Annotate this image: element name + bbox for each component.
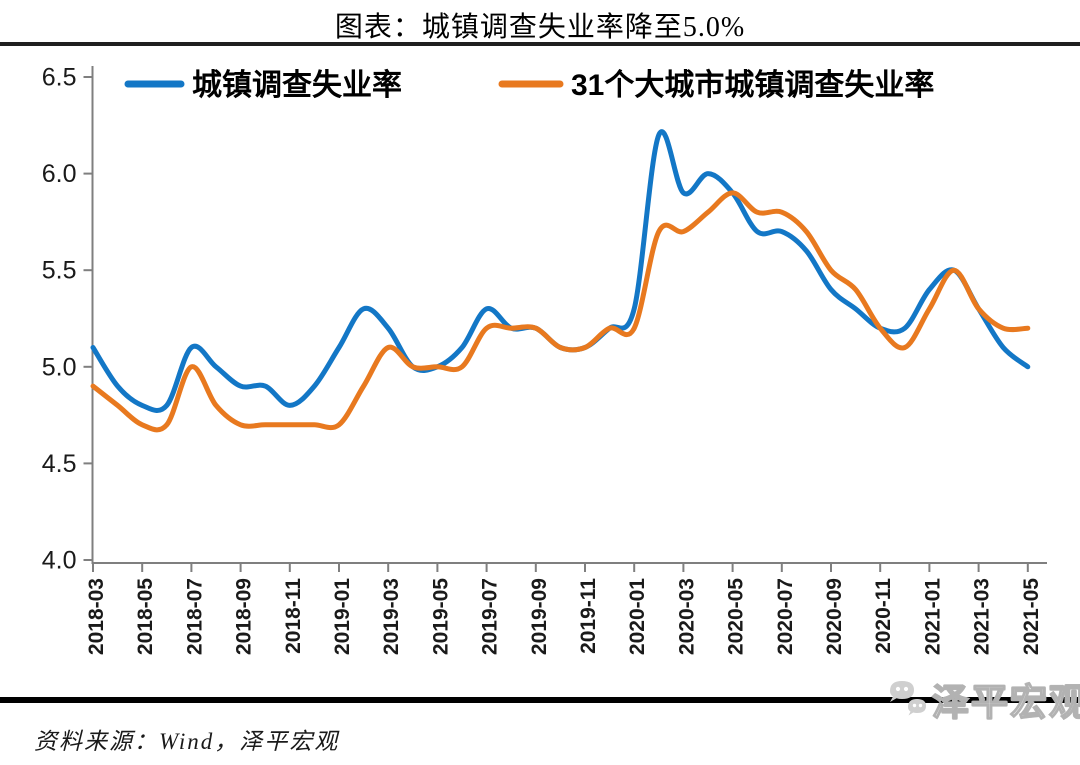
x-tick-label: 2019-01 xyxy=(331,578,354,655)
y-tick-label: 4.5 xyxy=(42,450,77,478)
x-tick-label: 2018-03 xyxy=(85,578,108,655)
top-divider-rule xyxy=(0,42,1080,46)
bottom-divider-rule xyxy=(0,697,1080,703)
legend-label-0: 城镇调查失业率 xyxy=(192,69,402,102)
chart-title: 图表：城镇调查失业率降至5.0% xyxy=(334,12,746,43)
watermark-text: 泽平宏观 xyxy=(931,681,1080,724)
x-tick-label: 2020-01 xyxy=(626,578,649,655)
x-tick-label: 2020-07 xyxy=(774,578,797,655)
x-tick-label: 2020-05 xyxy=(725,578,748,655)
series-line-0 xyxy=(90,129,1031,414)
axes xyxy=(91,66,1047,564)
x-tick-label: 2019-11 xyxy=(577,578,600,654)
y-tick-label: 5.0 xyxy=(42,353,77,381)
y-tick-label: 6.0 xyxy=(42,160,77,188)
watermark: 泽平宏观 xyxy=(880,668,1080,730)
unemployment-line-chart: 4.0 4.5 5.0 5.5 6.0 6.5 2018-03 2018-05 2018-07 2… xyxy=(42,64,1047,655)
source-note: 资料来源：Wind，泽平宏观 xyxy=(34,729,340,754)
x-tick-label: 2018-05 xyxy=(134,578,157,655)
x-tick-label: 2020-11 xyxy=(872,578,895,654)
x-tick-label: 2018-09 xyxy=(233,578,256,655)
x-tick-label: 2018-11 xyxy=(282,578,305,654)
x-tick-label: 2020-09 xyxy=(823,578,846,655)
y-tick-label: 6.5 xyxy=(42,64,77,92)
series-line-1 xyxy=(90,190,1031,433)
x-tick-label: 2018-07 xyxy=(183,578,206,655)
y-tick-label: 4.0 xyxy=(42,547,77,575)
x-tick-label: 2021-05 xyxy=(1020,578,1043,655)
legend-label-1: 31个大城市城镇调查失业率 xyxy=(571,68,934,102)
x-tick-label: 2019-03 xyxy=(380,578,403,655)
x-tick-label: 2021-01 xyxy=(921,578,944,655)
x-tick-label: 2019-05 xyxy=(429,578,452,655)
x-tick-label: 2019-09 xyxy=(528,578,551,655)
wechat-bubbles-icon xyxy=(890,681,926,716)
x-tick-label: 2019-07 xyxy=(479,578,502,655)
y-tick-label: 5.5 xyxy=(42,257,77,285)
x-tick-label: 2020-03 xyxy=(675,578,698,655)
x-tick-label: 2021-03 xyxy=(971,578,994,655)
